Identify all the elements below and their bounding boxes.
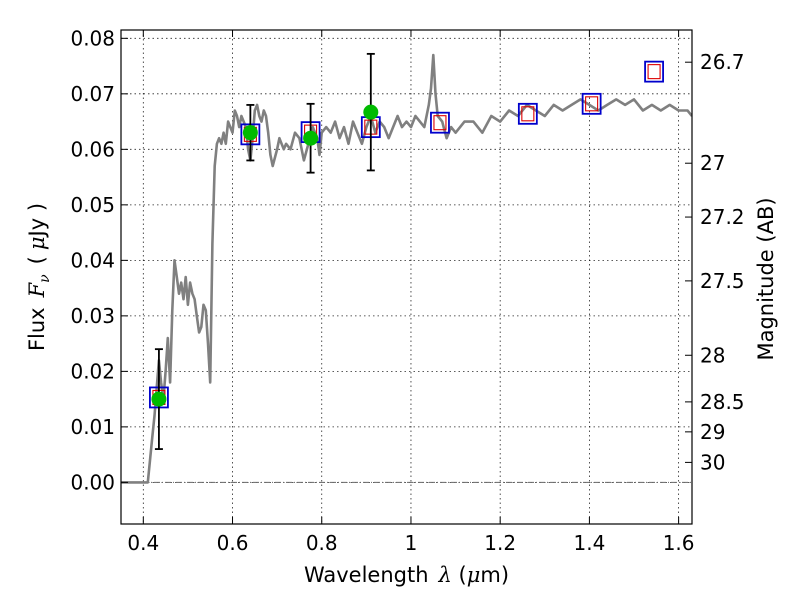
- observed-point-1: [242, 125, 258, 141]
- magnitude-tick-label-3: 27.5: [700, 269, 745, 293]
- model-photometry-inner-4: [433, 115, 447, 131]
- model-photometry-inner-7: [647, 64, 661, 80]
- y-tick-label-2: 0.02: [70, 359, 115, 383]
- model-photometry: [149, 60, 664, 409]
- observed-point-0: [151, 391, 167, 407]
- y-axis-label: FluxFν(μJy ): [25, 203, 53, 351]
- x-axis-label: Wavelength λ (μm): [304, 563, 509, 587]
- magnitude-tick-label-4: 28: [700, 343, 725, 367]
- x-tick-label-4: 1.2: [484, 531, 516, 555]
- x-tick-label-2: 0.8: [306, 531, 338, 555]
- y-tick-label-0: 0.00: [70, 470, 115, 494]
- plot-frame: [120, 29, 693, 525]
- magnitude-tick-label-0: 26.7: [700, 50, 745, 74]
- y-tick-label-1: 0.01: [70, 415, 115, 439]
- y-tick-label-8: 0.08: [70, 26, 115, 50]
- y-tick-label-3: 0.03: [70, 304, 115, 328]
- x-tick-label-6: 1.6: [663, 531, 695, 555]
- x-tick-label-0: 0.4: [127, 531, 159, 555]
- magnitude-axis-label: Magnitude (AB): [754, 197, 778, 360]
- magnitude-tick-label-5: 28.5: [700, 390, 745, 414]
- y-tick-label-5: 0.05: [70, 193, 115, 217]
- magnitude-tick-label-2: 27.2: [700, 205, 745, 229]
- y-tick-label-7: 0.07: [70, 82, 115, 106]
- model-photometry-inner-6: [585, 96, 599, 112]
- y-tick-label-4: 0.04: [70, 248, 115, 272]
- x-tick-label-1: 0.6: [217, 531, 249, 555]
- magnitude-tick-label-7: 30: [700, 450, 725, 474]
- x-tick-label-3: 1: [405, 531, 418, 555]
- magnitude-tick-label-6: 29: [700, 420, 725, 444]
- axes: 0.4 0.6 0.8 1 1.2 1.4 1.6 0.00 0.01 0.02 0.03 0.04 0…: [70, 26, 744, 555]
- observed-photometry: [151, 52, 379, 450]
- model-photometry-square-7: [644, 60, 664, 83]
- y-tick-label-6: 0.06: [70, 137, 115, 161]
- magnitude-tick-label-1: 27: [700, 151, 725, 175]
- model-photometry-square-5: [517, 102, 538, 125]
- model-photometry-square-6: [581, 92, 602, 115]
- observed-point-2: [303, 130, 319, 146]
- observed-point-3: [363, 104, 379, 120]
- model-spectrum: [121, 53, 692, 484]
- model-photometry-inner-5: [521, 106, 535, 122]
- model-photometry-square-4: [430, 111, 450, 134]
- x-tick-label-5: 1.4: [573, 531, 605, 555]
- model-spectrum-line: [121, 53, 692, 484]
